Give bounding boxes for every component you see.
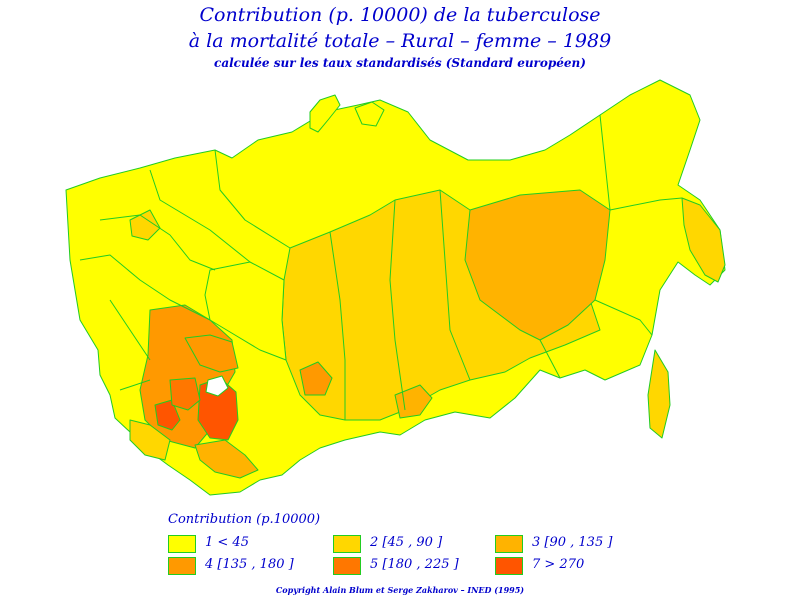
legend-label-2: 2 [45 , 90 ] [370, 535, 443, 550]
map-region-ural [299, 361, 333, 396]
map-region-southwest [129, 419, 171, 461]
legend-swatch-2 [333, 535, 361, 553]
legend-swatch-4 [168, 557, 196, 575]
map-region-level5 [169, 377, 201, 411]
map-lake [205, 375, 229, 397]
map-novaya-zemlya [309, 94, 341, 133]
legend-swatch-5 [333, 557, 361, 575]
map-kamchatka [681, 197, 726, 283]
legend-label-4: 4 [135 , 180 ] [205, 557, 294, 572]
map-title-line1: Contribution (p. 10000) de la tuberculos… [199, 4, 601, 26]
legend-label-3: 3 [90 , 135 ] [532, 535, 613, 550]
map-region-dark-2 [154, 399, 181, 431]
legend-label-5: 5 [180 , 225 ] [370, 557, 459, 572]
copyright-notice: Copyright Alain Blum et Serge Zakharov –… [275, 585, 525, 595]
map-title-line2: à la mortalité totale – Rural – femme – … [188, 30, 612, 52]
map-sakhalin [647, 349, 671, 439]
legend-label-6: 7 > 270 [532, 557, 585, 572]
map-region-northwest [129, 209, 161, 241]
legend-swatch-3 [495, 535, 523, 553]
map-region-caucasus [194, 439, 259, 479]
map-region-south-siberia [394, 384, 433, 419]
map-severnaya-zemlya [354, 101, 385, 127]
map-region-central [204, 261, 287, 361]
map-subtitle: calculée sur les taux standardisés (Stan… [214, 56, 586, 70]
map-region-volga-north [184, 334, 239, 373]
legend-label-1: 1 < 45 [205, 535, 249, 550]
map-region-yakutia [464, 189, 611, 341]
legend-swatch-1 [168, 535, 196, 553]
legend-swatch-6 [495, 557, 523, 575]
legend-title: Contribution (p.10000) [168, 512, 321, 527]
